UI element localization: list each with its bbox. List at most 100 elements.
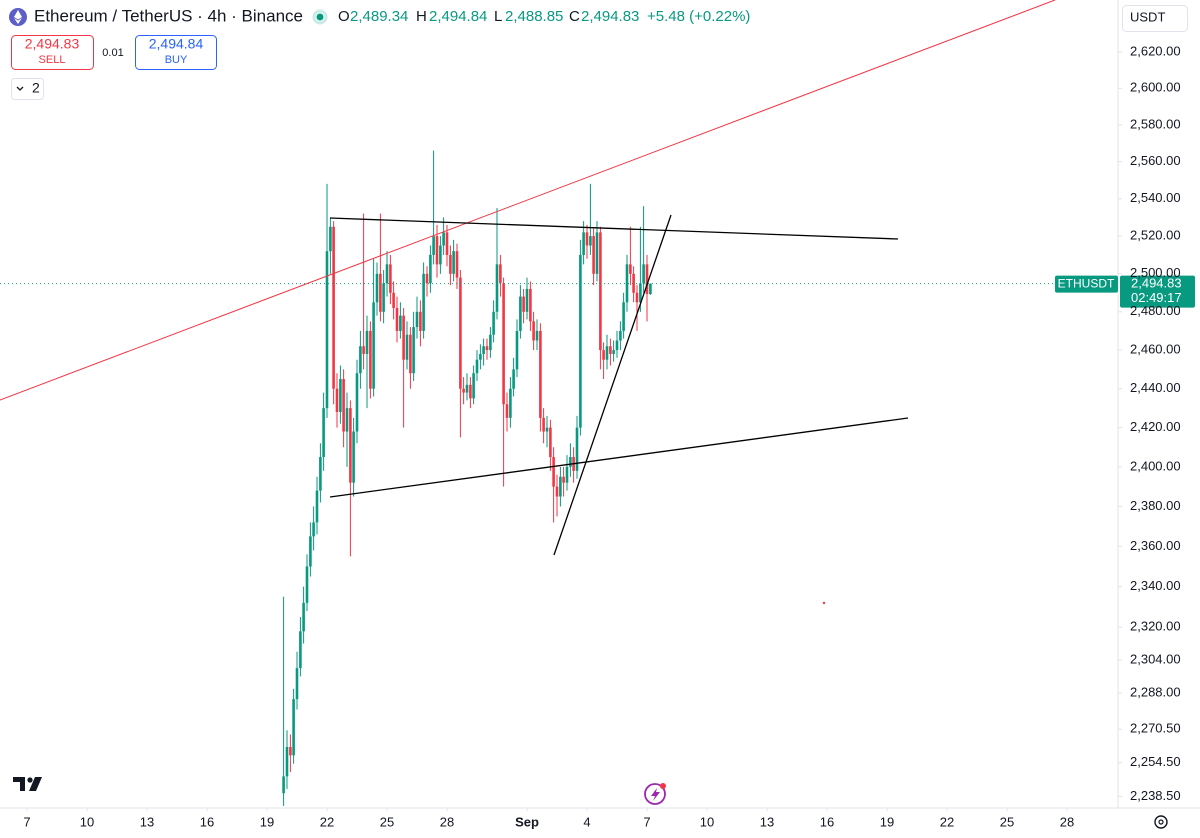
- indicators-toggle[interactable]: [11, 78, 44, 100]
- candle-body: [379, 273, 382, 312]
- candle-body: [622, 302, 625, 331]
- candle: [492, 300, 495, 343]
- candle-body: [555, 486, 559, 497]
- candle-body: [332, 226, 335, 389]
- candle-body: [429, 254, 432, 284]
- eth-icon: [14, 10, 22, 24]
- trend-line[interactable]: [553, 214, 672, 556]
- candle-body: [505, 404, 509, 418]
- symbol-tag: ETHUSDT: [1058, 276, 1115, 290]
- logo-part: [27, 777, 33, 783]
- candle: [619, 321, 622, 351]
- candle: [422, 262, 425, 339]
- candle-body: [395, 307, 399, 331]
- candle: [402, 307, 405, 428]
- price-tag-countdown: 02:49:17: [1131, 290, 1182, 305]
- candle-body: [632, 273, 635, 293]
- y-tick-label: 2,288.00: [1130, 684, 1181, 699]
- x-tick-label: 22: [940, 814, 954, 829]
- trend-line[interactable]: [329, 417, 909, 498]
- candle: [372, 258, 375, 397]
- candle-body: [605, 346, 609, 360]
- candle-body: [545, 427, 549, 432]
- candle: [569, 443, 572, 477]
- candle-body: [295, 668, 299, 700]
- candle-body: [435, 236, 439, 265]
- candle: [309, 522, 312, 577]
- candle: [489, 327, 492, 358]
- candle-body: [289, 746, 292, 756]
- candle: [512, 357, 515, 397]
- candle-body: [512, 369, 515, 389]
- candle-body: [292, 699, 295, 756]
- candle-body: [322, 408, 325, 458]
- settings-icon[interactable]: [1154, 815, 1168, 829]
- candle-body: [392, 292, 395, 308]
- x-tick-label: 28: [440, 814, 454, 829]
- candle: [582, 221, 585, 265]
- candle-body: [409, 334, 412, 374]
- candle: [529, 281, 532, 331]
- candle: [452, 239, 455, 282]
- sell-button[interactable]: [11, 35, 94, 70]
- x-tick-label: 13: [760, 814, 774, 829]
- currency-button[interactable]: [1122, 5, 1188, 32]
- candle: [322, 392, 325, 471]
- candle: [389, 254, 392, 305]
- candle: [339, 365, 342, 424]
- candle-body: [432, 236, 435, 255]
- candle-body: [282, 776, 285, 794]
- candle: [345, 392, 349, 467]
- candle-body: [575, 427, 579, 471]
- x-tick-label: Sep: [515, 814, 539, 829]
- y-tick-label: 2,320.00: [1130, 619, 1181, 634]
- trend-line[interactable]: [0, 0, 1056, 401]
- currency: USDT: [1130, 9, 1165, 24]
- x-tick-label: 28: [1060, 814, 1074, 829]
- candle: [559, 466, 562, 507]
- candle: [555, 474, 559, 517]
- candle-body: [419, 311, 422, 331]
- tradingview-logo[interactable]: [13, 777, 42, 791]
- candle: [359, 330, 362, 389]
- y-tick-label: 2,238.50: [1130, 788, 1181, 803]
- candle-body: [472, 373, 475, 399]
- candle-body: [625, 264, 629, 303]
- candle: [349, 400, 352, 557]
- candle: [329, 217, 332, 274]
- candle: [362, 213, 365, 370]
- buy-button[interactable]: [135, 35, 217, 70]
- candle: [365, 315, 369, 409]
- candle-body: [629, 264, 632, 274]
- price-tag-value: 2,494.83: [1131, 276, 1182, 291]
- candle-body: [645, 264, 649, 295]
- y-tick-label: 2,420.00: [1130, 419, 1181, 434]
- price-tag-bg: [1120, 275, 1195, 308]
- y-tick-label: 2,600.00: [1130, 80, 1181, 95]
- candle: [375, 262, 379, 316]
- candle: [312, 506, 315, 551]
- candle-body: [502, 283, 505, 405]
- candle: [495, 208, 499, 320]
- candle-body: [639, 283, 642, 303]
- candle: [519, 285, 522, 339]
- candle: [642, 206, 645, 293]
- candle-body: [602, 350, 605, 360]
- candle: [469, 377, 472, 409]
- candle: [505, 392, 509, 432]
- trend-line[interactable]: [329, 217, 899, 240]
- candle-body: [415, 311, 419, 328]
- candle-body: [402, 315, 405, 360]
- candle: [399, 302, 402, 339]
- candle-body: [299, 631, 302, 669]
- candle-body: [425, 273, 429, 284]
- market-status-dot: [316, 13, 324, 21]
- candle: [335, 373, 339, 428]
- x-tick-label: 19: [260, 814, 274, 829]
- candle: [629, 226, 632, 286]
- candle-body: [305, 566, 309, 603]
- candle: [332, 221, 335, 405]
- candle-body: [589, 236, 592, 246]
- symbol-title[interactable]: Ethereum / TetherUS · 4h · Binance: [34, 6, 303, 25]
